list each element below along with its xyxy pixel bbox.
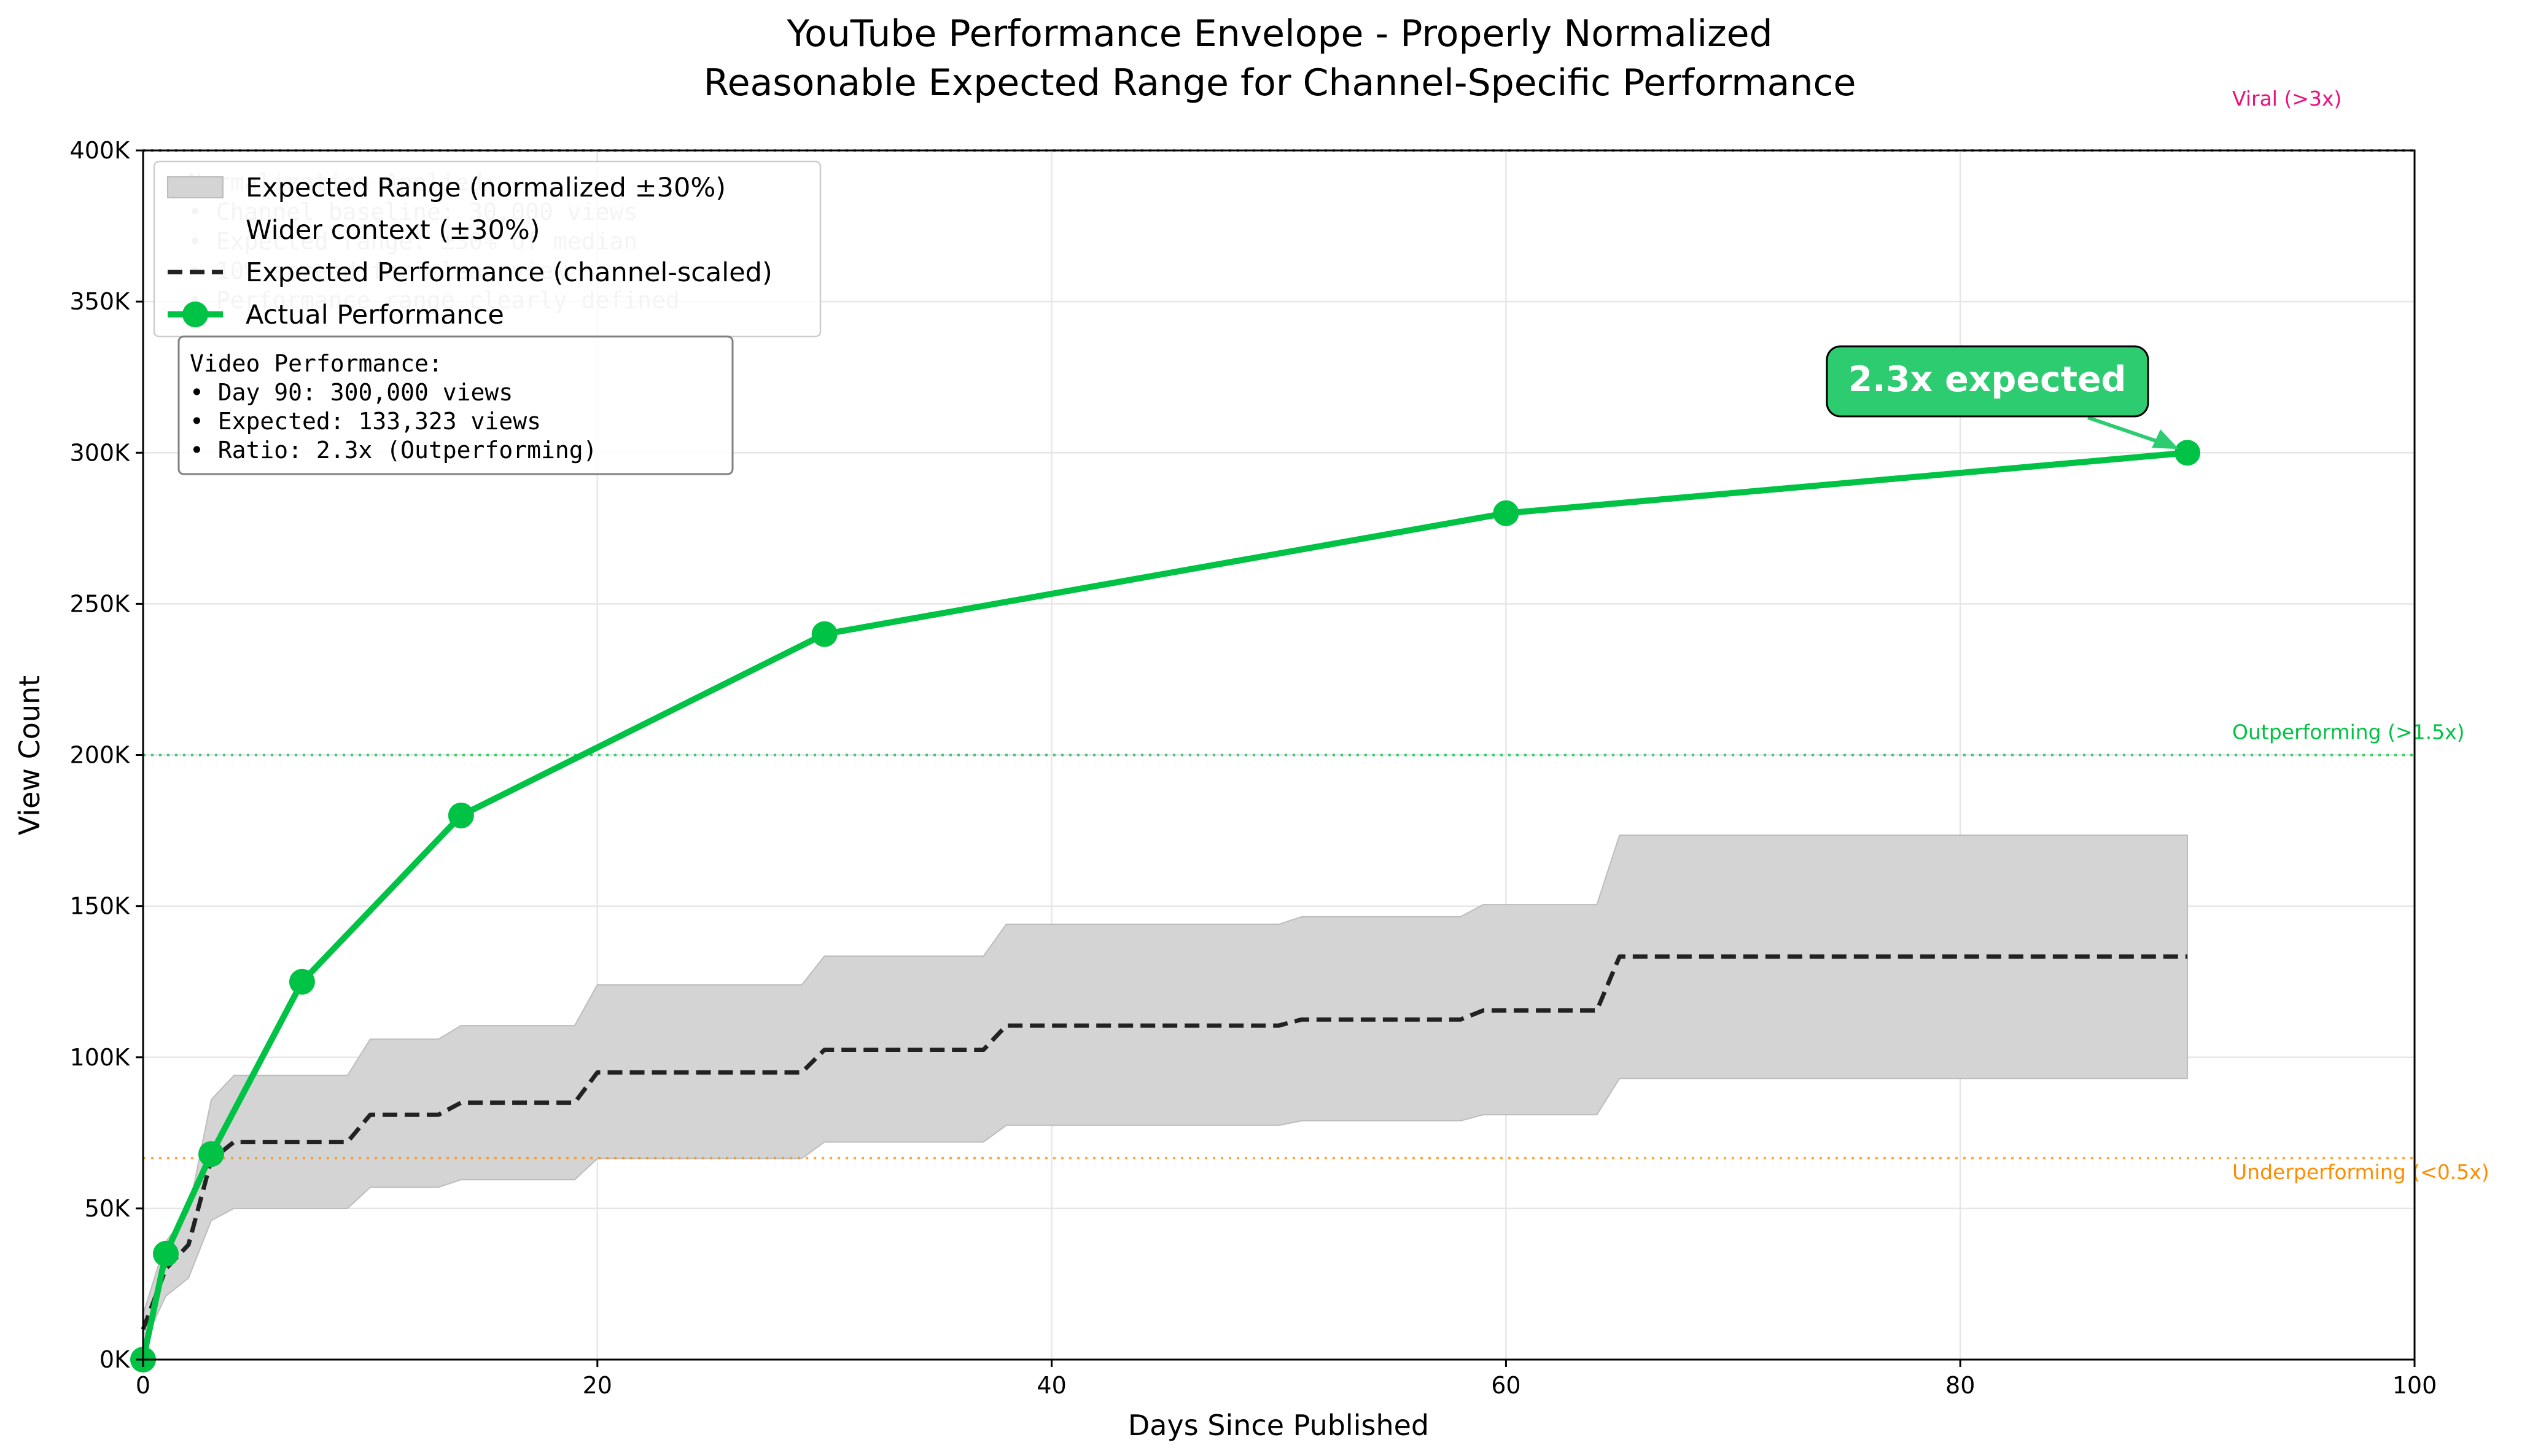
x-tick-label: 100	[2392, 1372, 2437, 1399]
x-tick-label: 0	[136, 1372, 150, 1399]
legend-swatch-band	[167, 176, 224, 198]
y-axis-label: View Count	[13, 675, 46, 835]
legend-swatch-marker	[182, 302, 208, 327]
info-box-line: Video Performance:	[190, 350, 443, 377]
reference-line-label: Outperforming (>1.5x)	[2232, 720, 2465, 744]
actual-performance-point	[198, 1141, 224, 1167]
annotation-arrow-head	[2152, 429, 2179, 450]
x-tick-label: 40	[1037, 1372, 1066, 1399]
chart-subtitle: Reasonable Expected Range for Channel-Sp…	[704, 61, 1856, 104]
legend: Expected Range (normalized ±30%) Wider co…	[153, 160, 822, 338]
y-tick-label: 200K	[70, 742, 131, 769]
ratio-annotation: 2.3x expected	[1826, 345, 2179, 450]
actual-performance-point	[289, 968, 315, 995]
annotation-text: 2.3x expected	[1848, 359, 2127, 400]
y-tick-label: 100K	[70, 1044, 131, 1071]
series	[130, 440, 2201, 1372]
info-box-frame	[177, 335, 734, 475]
actual-performance-point	[811, 621, 838, 647]
axes: 0 20 40 60 80 100 0K 50K 100K 150K 200K 250K 300K 350…	[70, 137, 2437, 1399]
actual-performance-point	[448, 802, 474, 828]
legend-label: Actual Performance	[246, 300, 504, 330]
info-box-line: • Day 90: 300,000 views	[190, 379, 513, 406]
y-tick-label: 300K	[70, 439, 131, 466]
legend-label: Wider context (±30%)	[246, 215, 540, 246]
reference-line-label: Viral (>3x)	[2232, 87, 2341, 111]
y-tick-label: 0K	[99, 1346, 130, 1373]
y-tick-label: 350K	[70, 288, 131, 315]
actual-performance-point	[2174, 440, 2201, 466]
x-axis-label: Days Since Published	[1128, 1409, 1429, 1442]
actual-performance-point	[1493, 500, 1519, 526]
x-tick-label: 80	[1945, 1372, 1975, 1399]
info-box-line: • Expected: 133,323 views	[190, 408, 541, 435]
x-tick-label: 20	[583, 1372, 612, 1399]
video-performance-box: Video Performance:• Day 90: 300,000 view…	[177, 335, 734, 475]
legend-label: Expected Range (normalized ±30%)	[246, 173, 726, 203]
legend-label: Expected Performance (channel-scaled)	[246, 257, 773, 288]
info-box-line: • Ratio: 2.3x (Outperforming)	[190, 437, 597, 464]
expected-range-area	[142, 834, 2189, 1345]
chart-title: YouTube Performance Envelope - Properly …	[786, 12, 1772, 55]
annotation-box	[1826, 345, 2149, 418]
actual-performance-line	[140, 450, 2188, 1361]
y-tick-label: 150K	[70, 893, 131, 920]
actual-performance-point	[152, 1240, 179, 1267]
expected-range-band	[142, 834, 2189, 1345]
y-tick-label: 250K	[70, 590, 131, 617]
y-tick-label: 400K	[70, 137, 131, 164]
x-tick-label: 60	[1491, 1372, 1520, 1399]
y-tick-label: 50K	[85, 1195, 130, 1222]
reference-line-label: Underperforming (<0.5x)	[2232, 1160, 2489, 1184]
